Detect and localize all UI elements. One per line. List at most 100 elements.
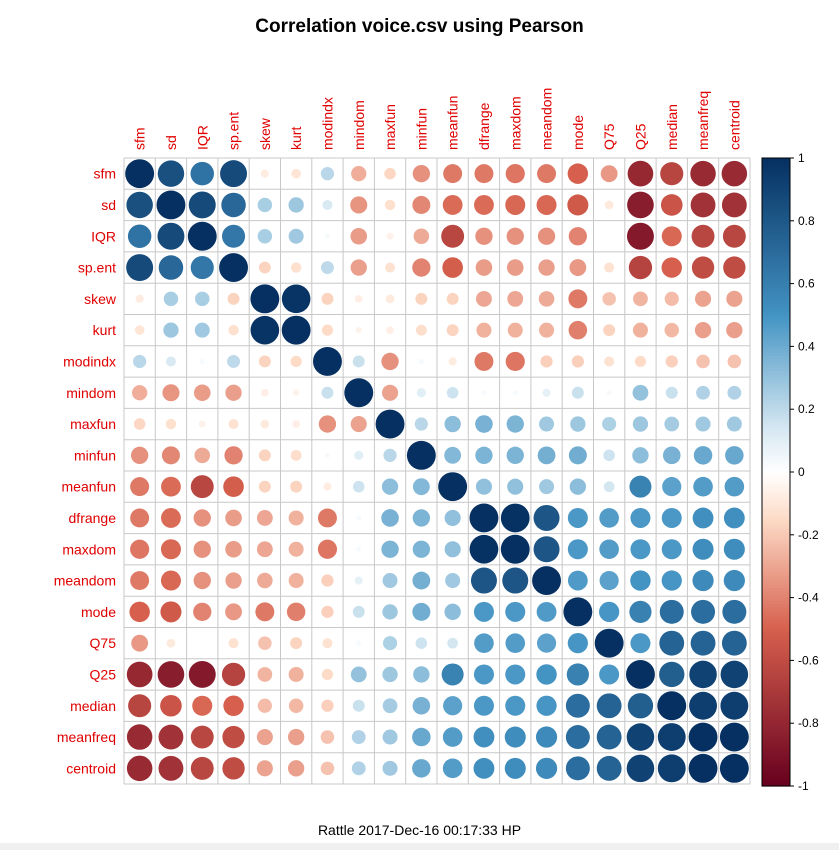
colorbar-segment bbox=[762, 493, 790, 498]
corr-cell-sd-meanfreq bbox=[690, 192, 716, 218]
corr-cell-sp.ent-meanfun bbox=[442, 257, 463, 278]
colorbar-segment bbox=[762, 374, 790, 379]
colorbar-segment bbox=[762, 597, 790, 602]
corr-cell-mindom-minfun bbox=[416, 388, 426, 398]
corr-cell-maxfun-Q75 bbox=[602, 416, 617, 432]
corr-cell-meanfreq-sfm bbox=[126, 724, 153, 750]
corr-cell-modindx-IQR bbox=[199, 358, 205, 364]
corr-cell-Q75-kurt bbox=[290, 637, 303, 650]
corr-cell-meanfun-minfun bbox=[412, 478, 430, 496]
corr-cell-meanfun-sp.ent bbox=[223, 476, 244, 497]
colorbar-segment bbox=[762, 186, 790, 190]
corr-cell-sd-Q75 bbox=[604, 200, 614, 210]
corr-cell-sd-maxfun bbox=[384, 199, 396, 211]
colorbar-segment bbox=[762, 716, 790, 721]
corr-cell-sfm-minfun bbox=[412, 164, 431, 183]
colorbar-segment bbox=[762, 644, 790, 649]
corr-cell-maxdom-maxfun bbox=[381, 540, 399, 558]
corr-cell-minfun-meandom bbox=[537, 446, 556, 465]
corr-cell-Q75-median bbox=[659, 630, 685, 656]
corr-cell-Q25-skew bbox=[257, 667, 273, 682]
corr-cell-kurt-sd bbox=[163, 322, 179, 338]
colorbar-segment bbox=[762, 704, 790, 709]
corr-cell-sd-minfun bbox=[412, 195, 431, 214]
corr-cell-minfun-mindom bbox=[354, 450, 364, 460]
corr-cell-meandom-IQR bbox=[193, 571, 211, 590]
colorbar-segment bbox=[762, 346, 790, 351]
row-label-meanfreq: meanfreq bbox=[57, 729, 116, 745]
colorbar-segment bbox=[762, 591, 790, 596]
colorbar-segment bbox=[762, 629, 790, 633]
colorbar-segment bbox=[762, 660, 790, 665]
corr-cell-dfrange-meanfreq bbox=[692, 507, 714, 529]
colorbar-segment bbox=[762, 500, 790, 504]
col-label-maxfun: maxfun bbox=[382, 104, 398, 150]
colorbar-segment bbox=[762, 198, 790, 203]
corr-cell-median-mindom bbox=[352, 699, 365, 712]
corr-cell-meanfun-mindom bbox=[352, 480, 365, 493]
corr-cell-dfrange-sd bbox=[161, 508, 181, 528]
colorbar-tick-label: 0 bbox=[798, 465, 805, 479]
colorbar-segment bbox=[762, 318, 790, 322]
corr-cell-IQR-modindx bbox=[324, 233, 330, 239]
corr-cell-Q75-skew bbox=[258, 636, 272, 650]
corr-cell-meanfun-maxdom bbox=[507, 478, 524, 495]
corr-cell-mode-sfm bbox=[129, 601, 150, 623]
corr-cell-meanfreq-meanfreq bbox=[688, 722, 718, 752]
colorbar-segment bbox=[762, 302, 790, 307]
colorbar-segment bbox=[762, 195, 790, 200]
corr-cell-centroid-meanfun bbox=[442, 758, 463, 779]
corr-cell-Q25-sd bbox=[157, 661, 185, 688]
corr-cell-meanfun-skew bbox=[258, 480, 271, 493]
corr-cell-mindom-IQR bbox=[193, 384, 211, 402]
row-label-skew: skew bbox=[84, 291, 117, 307]
corr-cell-mindom-median bbox=[665, 386, 678, 399]
corr-cell-mode-meanfun bbox=[444, 603, 461, 621]
colorbar-segment bbox=[762, 183, 790, 187]
colorbar-segment bbox=[762, 358, 790, 363]
corr-cell-meanfreq-sp.ent bbox=[222, 725, 245, 749]
corr-cell-sp.ent-dfrange bbox=[475, 259, 493, 276]
corr-cell-maxdom-centroid bbox=[723, 538, 745, 560]
corr-cell-skew-minfun bbox=[415, 292, 428, 305]
colorbar-segment bbox=[762, 286, 790, 291]
colorbar-segment bbox=[762, 271, 790, 275]
colorbar-segment bbox=[762, 456, 790, 461]
corr-cell-centroid-meanfreq bbox=[688, 753, 718, 783]
corr-cell-centroid-sd bbox=[158, 755, 184, 781]
corr-cell-minfun-sd bbox=[161, 446, 180, 465]
corr-cell-Q75-Q75 bbox=[594, 628, 624, 658]
colorbar-tick-label: -1 bbox=[798, 779, 809, 793]
corr-cell-maxdom-meanfreq bbox=[692, 538, 714, 560]
corr-cell-meandom-meanfreq bbox=[692, 569, 714, 592]
corr-cell-sfm-meandom bbox=[537, 164, 557, 184]
corr-cell-maxdom-dfrange bbox=[469, 534, 499, 564]
corr-cell-Q75-maxfun bbox=[382, 636, 398, 651]
colorbar-segment bbox=[762, 380, 790, 385]
colorbar-segment bbox=[762, 581, 790, 586]
corr-cell-mode-modindx bbox=[321, 605, 334, 618]
corr-cell-kurt-skew bbox=[250, 315, 280, 345]
colorbar-segment bbox=[762, 666, 790, 671]
label-layer: sfmsfmsdsdIQRIQRsp.entsp.entskewskewkurt… bbox=[54, 88, 743, 777]
corr-cell-meandom-centroid bbox=[723, 569, 745, 592]
colorbar-segment bbox=[762, 315, 790, 319]
colorbar-segment bbox=[762, 167, 790, 172]
colorbar-segment bbox=[762, 632, 790, 636]
corr-cell-kurt-kurt bbox=[281, 315, 311, 345]
corr-cell-IQR-centroid bbox=[722, 224, 746, 248]
colorbar-segment bbox=[762, 161, 790, 165]
colorbar-segment bbox=[762, 779, 790, 784]
col-label-maxdom: maxdom bbox=[507, 96, 523, 150]
colorbar-segment bbox=[762, 252, 790, 256]
corr-cell-minfun-mode bbox=[568, 446, 587, 465]
corr-cell-IQR-sd bbox=[157, 222, 185, 250]
colorbar-segment bbox=[762, 754, 790, 759]
corr-cell-meandom-meandom bbox=[532, 566, 561, 595]
corr-cell-median-sd bbox=[160, 694, 182, 717]
corr-cell-IQR-mode bbox=[568, 227, 587, 246]
corr-cell-maxdom-median bbox=[661, 539, 682, 560]
colorbar-segment bbox=[762, 333, 790, 338]
corr-cell-centroid-dfrange bbox=[473, 757, 495, 779]
colorbar-segment bbox=[762, 506, 790, 511]
